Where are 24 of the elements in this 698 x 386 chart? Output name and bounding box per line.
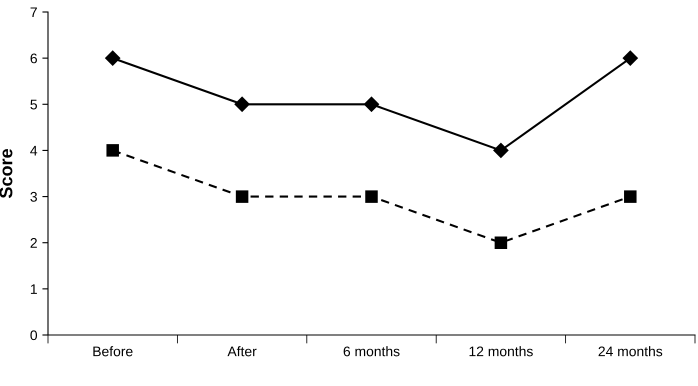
y-tick-label: 0 [30, 330, 38, 340]
x-tick-label: 12 months [470, 346, 533, 356]
point [364, 96, 380, 112]
x-tick-label: After [227, 346, 257, 356]
point [105, 50, 120, 66]
point [106, 144, 119, 157]
point [624, 190, 637, 203]
point [236, 190, 248, 203]
y-tick-label: 3 [30, 192, 37, 202]
point [234, 96, 250, 112]
y-tick-label: 5 [30, 100, 37, 110]
y-tick-label: 6 [30, 53, 37, 64]
y-tick-label: 7 [30, 7, 37, 18]
y-axis-title: Score [0, 149, 12, 198]
point [622, 50, 638, 66]
point [494, 236, 508, 249]
y-tick-label: 4 [30, 146, 38, 156]
x-tick-label: 24 months [598, 346, 662, 356]
y-tick-label: 2 [30, 238, 37, 248]
y-tick-label: 1 [30, 284, 37, 294]
point [493, 142, 508, 158]
x-tick-label: 6 months [344, 346, 400, 356]
point [365, 190, 378, 203]
x-tick-label: Before [93, 346, 133, 356]
